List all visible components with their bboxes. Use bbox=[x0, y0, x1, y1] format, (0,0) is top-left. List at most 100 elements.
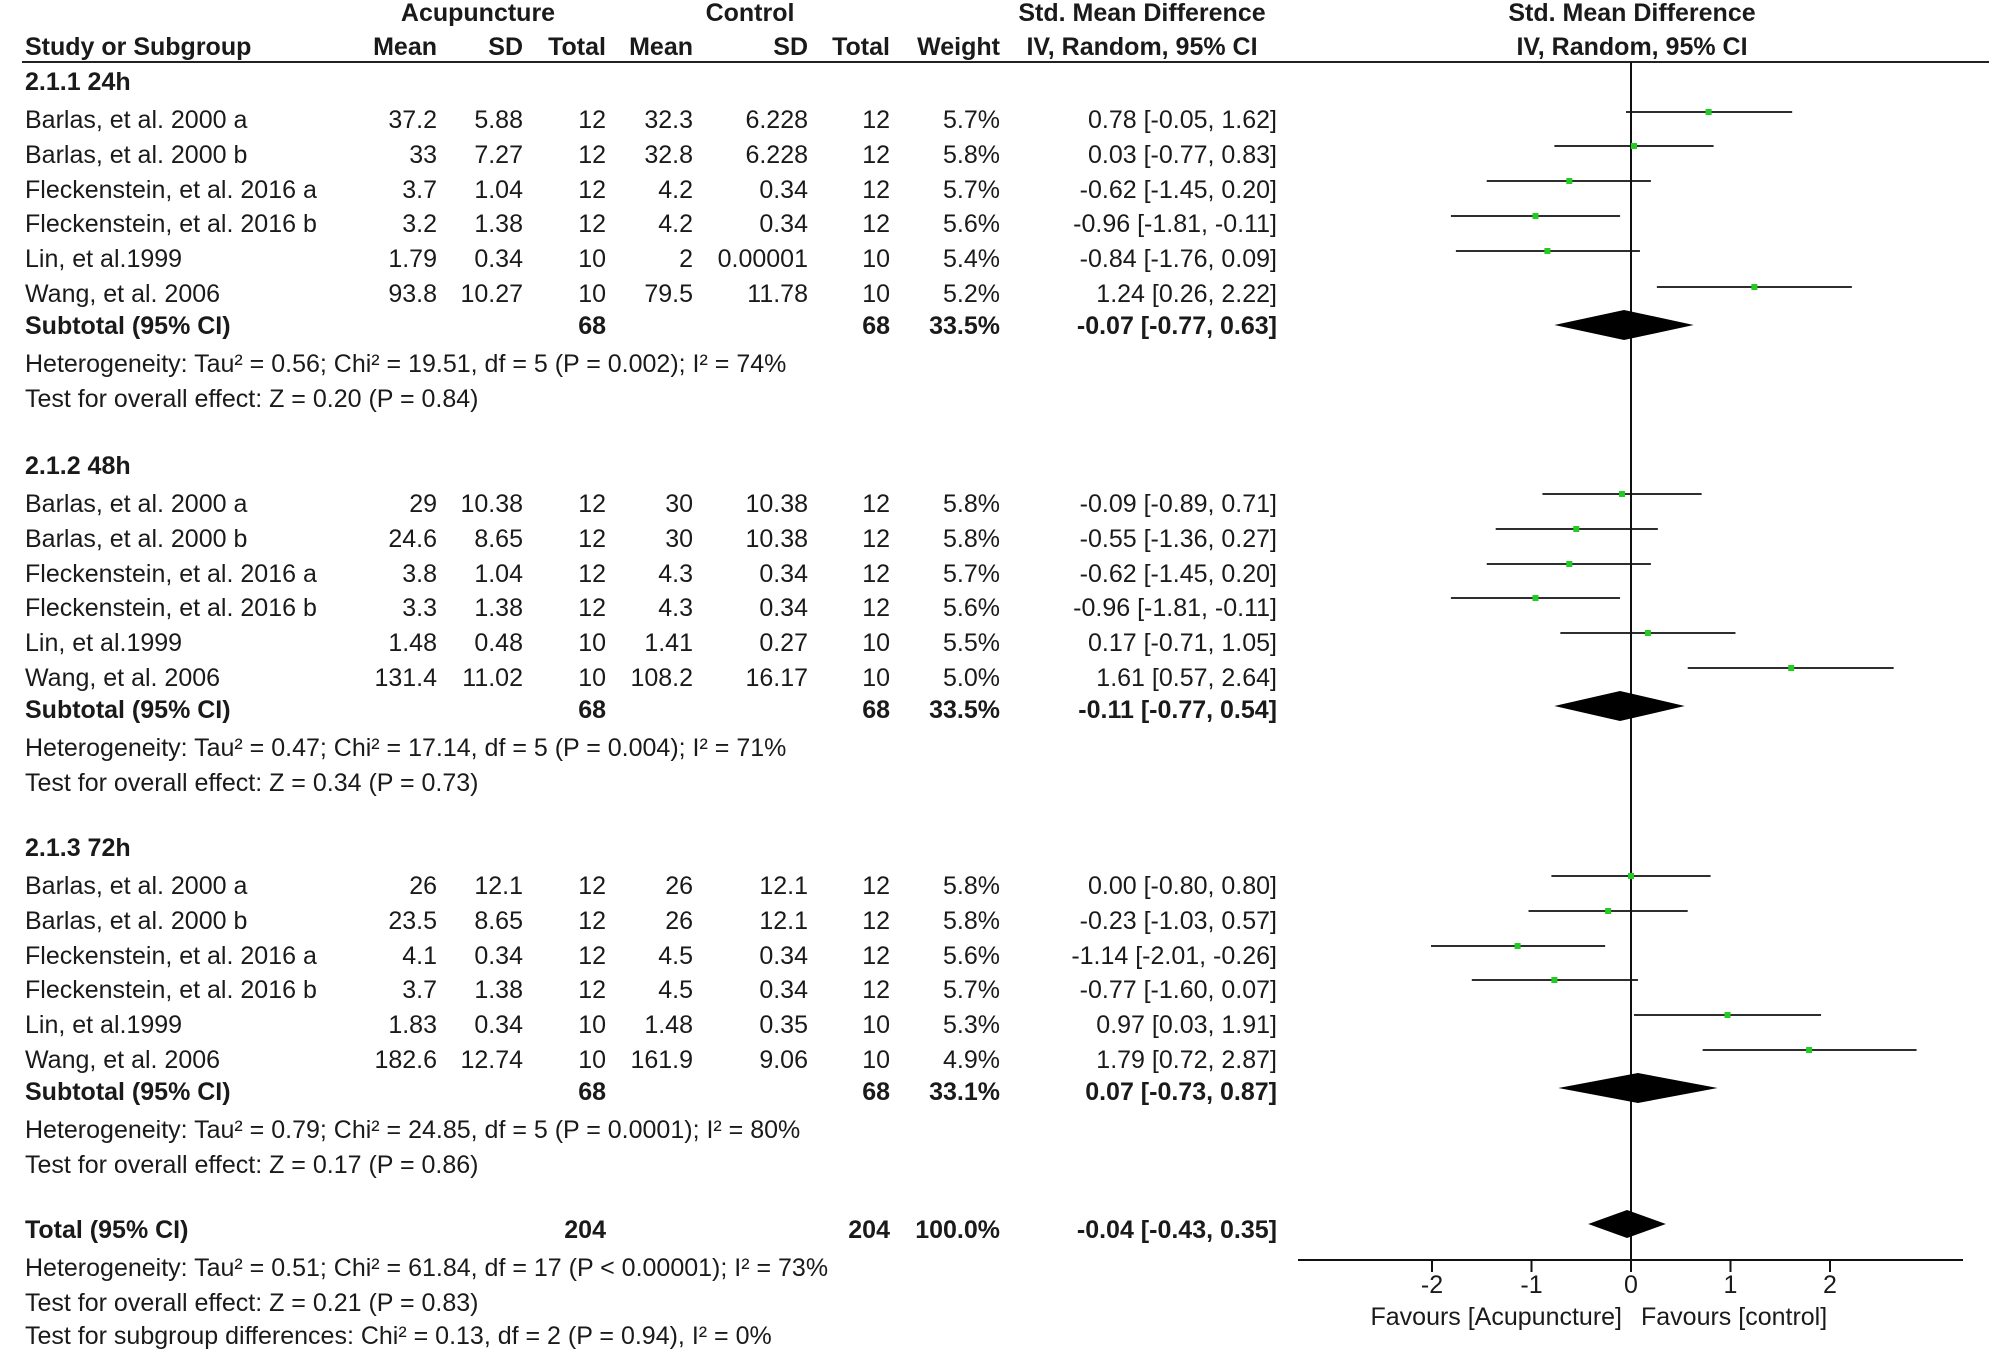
acu-total: 10 bbox=[578, 663, 606, 693]
weight: 5.7% bbox=[943, 105, 1000, 135]
study-name: Lin, et al.1999 bbox=[25, 1010, 182, 1040]
study-point bbox=[1566, 178, 1572, 184]
ctl-mean: 26 bbox=[665, 906, 693, 936]
header-mean-acu: Mean bbox=[373, 32, 437, 62]
acu-mean: 1.79 bbox=[388, 244, 437, 274]
acu-total: 10 bbox=[578, 1045, 606, 1075]
ctl-total: 12 bbox=[862, 524, 890, 554]
ctl-total: 10 bbox=[862, 628, 890, 658]
ctl-sd: 11.78 bbox=[747, 279, 808, 309]
ctl-sd: 10.38 bbox=[745, 524, 808, 554]
header-mean-ctl: Mean bbox=[629, 32, 693, 62]
acu-sd: 0.48 bbox=[474, 628, 523, 658]
total-diamond bbox=[1588, 1210, 1666, 1238]
header-study: Study or Subgroup bbox=[25, 32, 251, 62]
ctl-mean: 26 bbox=[665, 871, 693, 901]
ctl-total: 12 bbox=[862, 941, 890, 971]
study-name: Wang, et al. 2006 bbox=[25, 279, 220, 309]
study-point bbox=[1532, 213, 1538, 219]
acu-total: 10 bbox=[578, 628, 606, 658]
ctl-total: 12 bbox=[862, 559, 890, 589]
smd-ci: -0.55 [-1.36, 0.27] bbox=[1080, 524, 1277, 554]
heterogeneity-text: Heterogeneity: Tau² = 0.47; Chi² = 17.14… bbox=[25, 733, 786, 763]
acu-sd: 11.02 bbox=[462, 663, 523, 693]
acu-mean: 37.2 bbox=[388, 105, 437, 135]
study-name: Fleckenstein, et al. 2016 a bbox=[25, 941, 317, 971]
weight: 5.0% bbox=[943, 663, 1000, 693]
study-name: Barlas, et al. 2000 a bbox=[25, 489, 247, 519]
ctl-mean: 1.41 bbox=[644, 628, 693, 658]
weight: 5.8% bbox=[943, 140, 1000, 170]
acu-mean: 33 bbox=[409, 140, 437, 170]
acu-total: 10 bbox=[578, 279, 606, 309]
subtotal-acu-total: 68 bbox=[578, 695, 606, 725]
study-name: Barlas, et al. 2000 b bbox=[25, 524, 247, 554]
weight: 5.7% bbox=[943, 559, 1000, 589]
study-name: Barlas, et al. 2000 b bbox=[25, 140, 247, 170]
acu-mean: 1.48 bbox=[388, 628, 437, 658]
ctl-mean: 30 bbox=[665, 489, 693, 519]
header-sd-acu: SD bbox=[488, 32, 523, 62]
study-point bbox=[1806, 1047, 1812, 1053]
ctl-mean: 4.3 bbox=[658, 593, 693, 623]
weight: 5.4% bbox=[943, 244, 1000, 274]
ctl-sd: 9.06 bbox=[759, 1045, 808, 1075]
acu-mean: 93.8 bbox=[388, 279, 437, 309]
study-point bbox=[1515, 943, 1521, 949]
acu-total: 12 bbox=[578, 906, 606, 936]
smd-ci: -0.96 [-1.81, -0.11] bbox=[1073, 209, 1277, 239]
ctl-sd: 0.00001 bbox=[718, 244, 808, 274]
ctl-mean: 4.5 bbox=[658, 941, 693, 971]
overall-effect-text: Test for overall effect: Z = 0.20 (P = 0… bbox=[25, 384, 478, 414]
acu-sd: 8.65 bbox=[474, 906, 523, 936]
smd-ci: 1.79 [0.72, 2.87] bbox=[1096, 1045, 1277, 1075]
acu-sd: 1.38 bbox=[474, 209, 523, 239]
ctl-mean: 2 bbox=[679, 244, 693, 274]
acu-mean: 3.7 bbox=[402, 975, 437, 1005]
smd-ci: 1.24 [0.26, 2.22] bbox=[1096, 279, 1277, 309]
weight: 5.8% bbox=[943, 524, 1000, 554]
total-label: Total (95% CI) bbox=[25, 1215, 188, 1245]
ctl-sd: 12.1 bbox=[759, 871, 808, 901]
subtotal-weight: 33.5% bbox=[929, 695, 1000, 725]
header-plot-title: Std. Mean Difference bbox=[1332, 0, 1932, 28]
subtotal-ci: -0.07 [-0.77, 0.63] bbox=[1077, 311, 1277, 341]
study-point bbox=[1573, 526, 1579, 532]
ctl-total: 12 bbox=[862, 593, 890, 623]
smd-ci: -0.62 [-1.45, 0.20] bbox=[1080, 175, 1277, 205]
smd-ci: 0.00 [-0.80, 0.80] bbox=[1088, 871, 1277, 901]
subtotal-label: Subtotal (95% CI) bbox=[25, 1077, 231, 1107]
acu-sd: 5.88 bbox=[474, 105, 523, 135]
study-point bbox=[1645, 630, 1651, 636]
acu-sd: 12.74 bbox=[460, 1045, 523, 1075]
x-tick-label: 2 bbox=[1530, 1270, 1989, 1300]
ctl-sd: 0.35 bbox=[759, 1010, 808, 1040]
acu-sd: 1.04 bbox=[474, 559, 523, 589]
ctl-mean: 108.2 bbox=[630, 663, 693, 693]
favours-right-label: Favours [control] bbox=[1641, 1302, 1827, 1332]
ctl-total: 10 bbox=[862, 1010, 890, 1040]
weight: 4.9% bbox=[943, 1045, 1000, 1075]
acu-total: 12 bbox=[578, 209, 606, 239]
group-title: 2.1.1 24h bbox=[25, 67, 131, 97]
ctl-sd: 10.38 bbox=[745, 489, 808, 519]
study-name: Barlas, et al. 2000 a bbox=[25, 105, 247, 135]
smd-ci: 0.03 [-0.77, 0.83] bbox=[1088, 140, 1277, 170]
study-point bbox=[1788, 665, 1794, 671]
study-point bbox=[1628, 873, 1634, 879]
subtotal-ctl-total: 68 bbox=[862, 695, 890, 725]
ctl-total: 12 bbox=[862, 906, 890, 936]
smd-ci: -0.96 [-1.81, -0.11] bbox=[1073, 593, 1277, 623]
total-weight: 100.0% bbox=[915, 1215, 1000, 1245]
acu-mean: 3.7 bbox=[402, 175, 437, 205]
total-heterogeneity: Heterogeneity: Tau² = 0.51; Chi² = 61.84… bbox=[25, 1253, 828, 1283]
acu-mean: 24.6 bbox=[388, 524, 437, 554]
smd-ci: -0.23 [-1.03, 0.57] bbox=[1080, 906, 1277, 936]
ctl-sd: 6.228 bbox=[745, 140, 808, 170]
ctl-total: 12 bbox=[862, 140, 890, 170]
acu-mean: 29 bbox=[409, 489, 437, 519]
ctl-mean: 1.48 bbox=[644, 1010, 693, 1040]
ctl-mean: 161.9 bbox=[630, 1045, 693, 1075]
study-name: Wang, et al. 2006 bbox=[25, 1045, 220, 1075]
acu-total: 12 bbox=[578, 559, 606, 589]
